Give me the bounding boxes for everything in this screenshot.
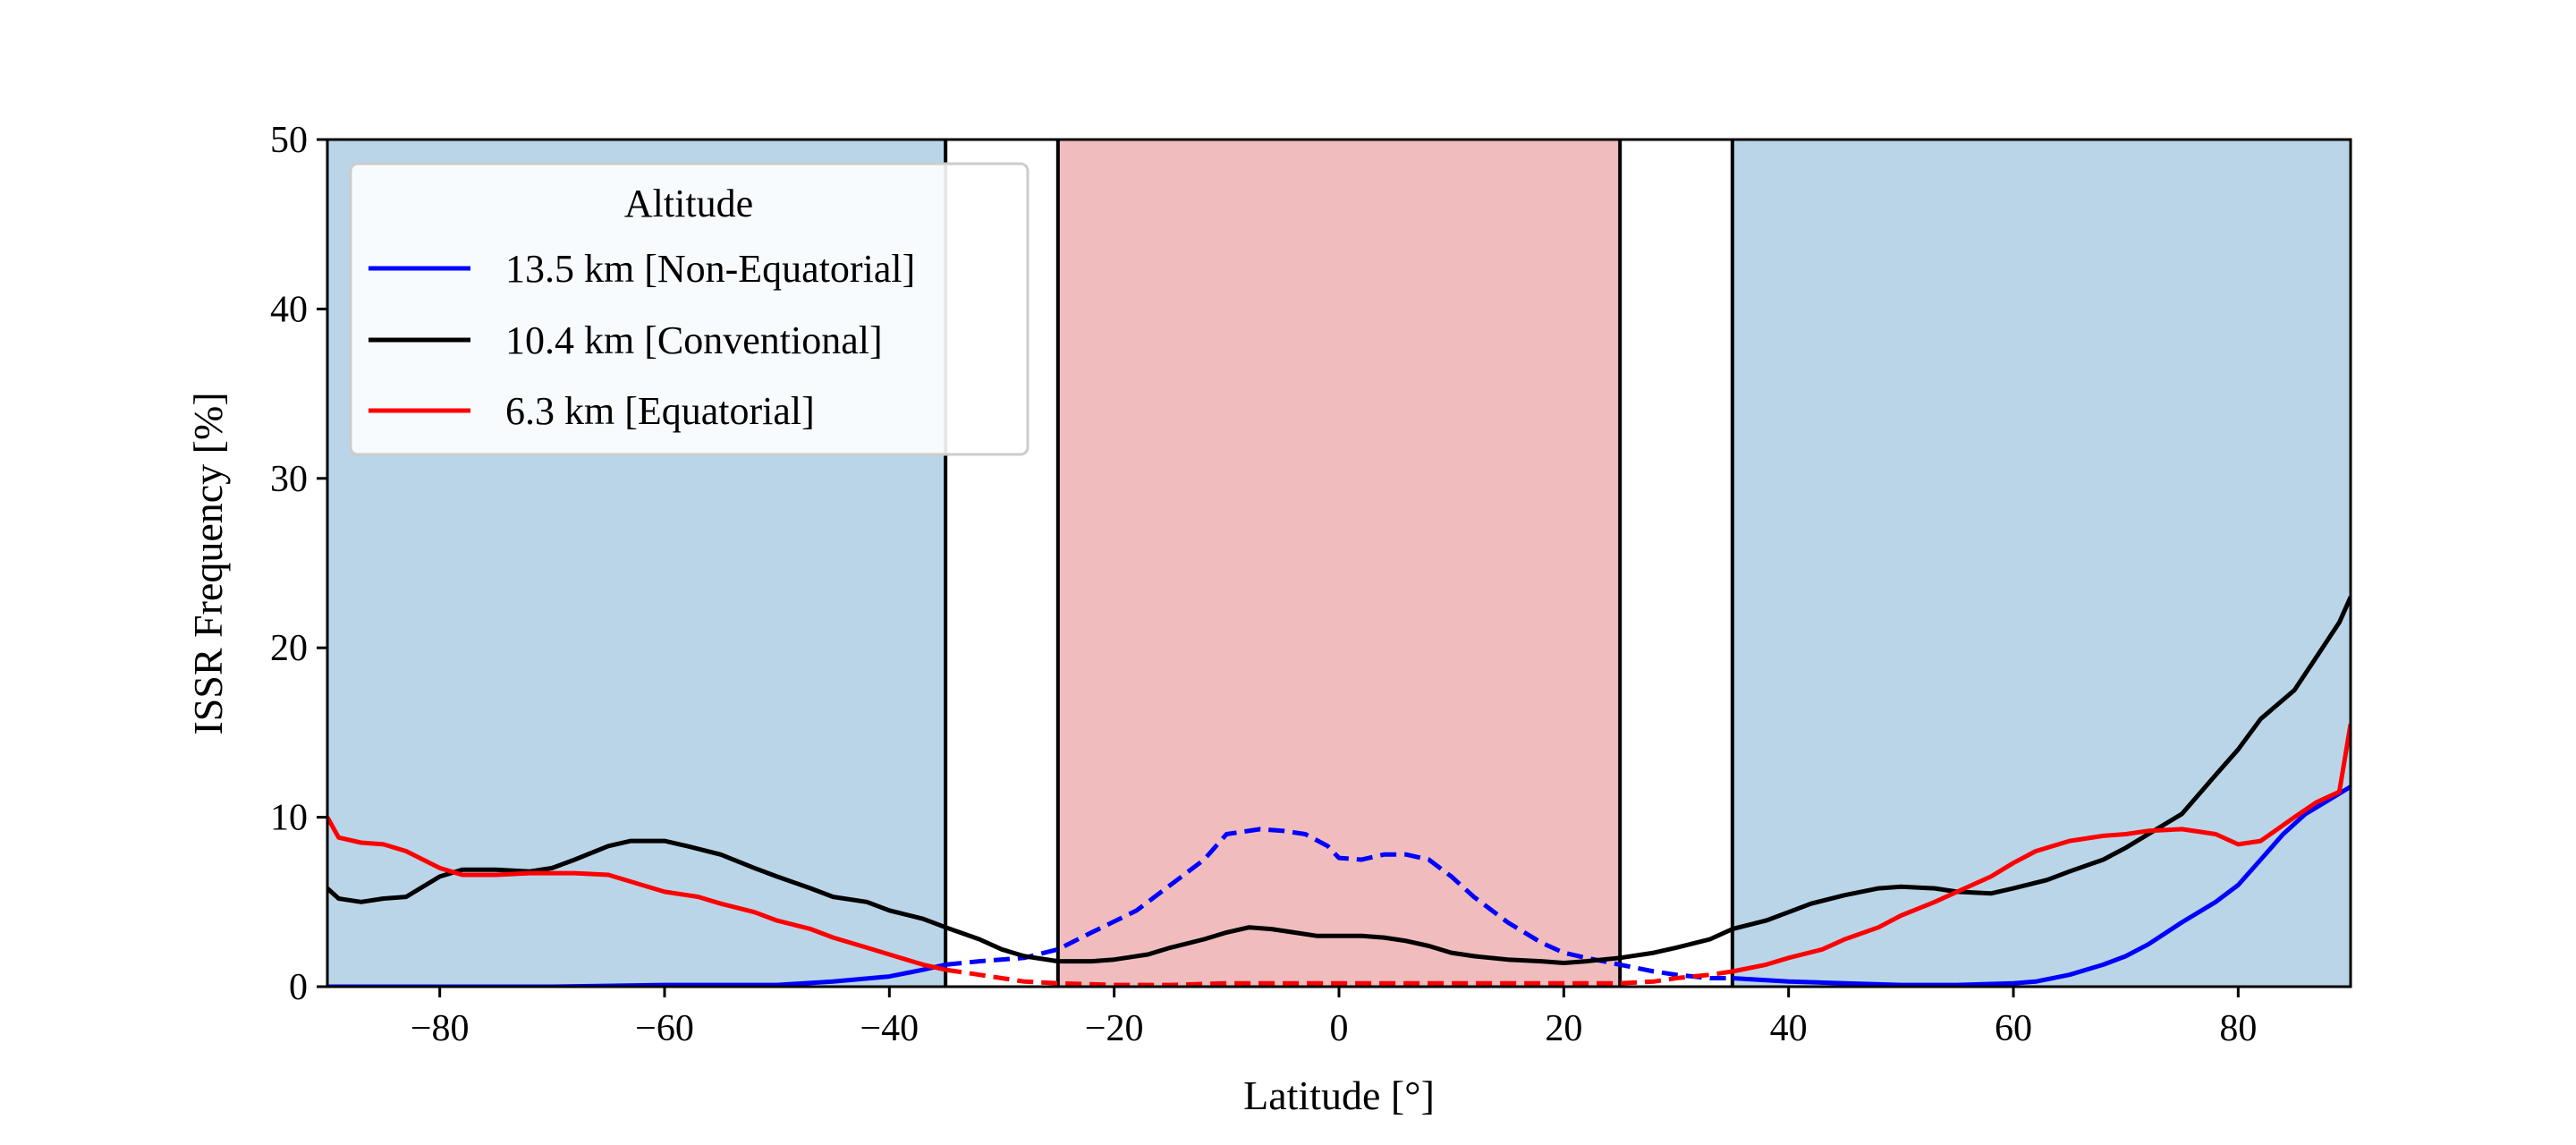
legend-title: Altitude — [624, 182, 753, 225]
y-tick-label-0: 0 — [289, 967, 308, 1008]
series-2-segment-2 — [1732, 723, 2351, 974]
x-tick-label-8: 80 — [2219, 1008, 2257, 1049]
y-axis: 0 10 20 30 40 50 — [270, 120, 327, 1008]
legend-label-1: 10.4 km [Conventional] — [505, 318, 883, 362]
y-axis-label: ISSR Frequency [%] — [185, 392, 231, 734]
x-tick-label-6: 40 — [1770, 1008, 1808, 1049]
series-1-segment-0 — [327, 596, 2351, 965]
y-tick-label-1: 10 — [270, 798, 308, 839]
x-tick-label-3: −20 — [1085, 1008, 1144, 1049]
shaded-region-1 — [1057, 140, 1621, 987]
legend-label-0: 13.5 km [Non-Equatorial] — [505, 247, 915, 291]
legend-label-2: 6.3 km [Equatorial] — [505, 389, 815, 433]
x-tick-label-2: −40 — [860, 1008, 919, 1049]
x-axis-label: Latitude [°] — [1243, 1073, 1435, 1118]
series-lines — [327, 596, 2351, 987]
legend: Altitude 13.5 km [Non-Equatorial] 10.4 k… — [349, 162, 1030, 456]
x-axis: −80 −60 −40 −20 0 20 40 60 80 — [411, 987, 2257, 1049]
y-tick-label-3: 30 — [270, 459, 308, 500]
x-tick-label-7: 60 — [1995, 1008, 2032, 1049]
shaded-region-2 — [1732, 140, 2351, 987]
series-2-segment-1 — [945, 967, 1733, 987]
series-2-segment-0 — [327, 816, 946, 972]
x-tick-label-4: 0 — [1330, 1008, 1349, 1049]
x-tick-label-0: −80 — [411, 1008, 470, 1049]
x-tick-label-5: 20 — [1545, 1008, 1582, 1049]
y-tick-label-2: 20 — [270, 628, 308, 669]
series-0-segment-0 — [327, 962, 946, 987]
y-tick-label-4: 40 — [270, 289, 308, 330]
legend-box — [349, 162, 1030, 456]
series-0-segment-2 — [1732, 785, 2351, 987]
x-tick-label-1: −60 — [635, 1008, 694, 1049]
y-tick-label-5: 50 — [270, 120, 308, 161]
